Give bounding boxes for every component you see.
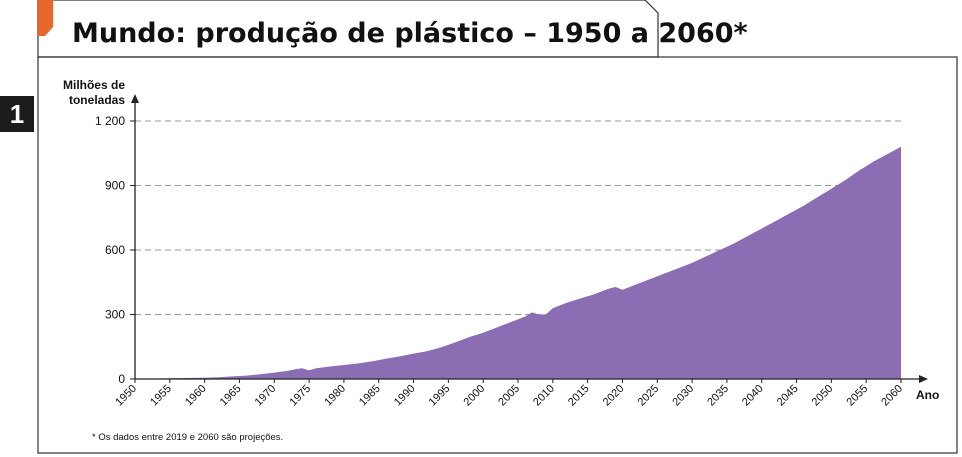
y-tick-label: 1 200 [95, 114, 125, 128]
x-tick-label: 1955 [148, 383, 174, 409]
y-tick-label: 300 [105, 308, 125, 322]
x-tick-label: 2055 [845, 383, 871, 409]
x-tick-label: 2060 [879, 383, 905, 409]
title-tab [37, 0, 659, 58]
x-tick-label: 2005 [496, 383, 522, 409]
y-axis-label-line2: toneladas [69, 93, 125, 107]
x-tick-label: 2015 [566, 383, 592, 409]
x-tick-label: 1985 [357, 383, 383, 409]
title-accent [38, 0, 53, 36]
chart-title: Mundo: produção de plástico – 1950 a 206… [72, 18, 748, 49]
x-tick-label: 1975 [287, 383, 313, 409]
x-tick-label: 2025 [636, 383, 662, 409]
x-tick-label: 2010 [531, 383, 557, 409]
y-tick-label: 0 [118, 372, 125, 386]
x-tick-label: 2000 [462, 383, 488, 409]
x-tick-label: 1950 [113, 383, 139, 409]
x-tick-label: 2040 [740, 383, 766, 409]
x-tick-label: 2035 [705, 383, 731, 409]
y-tick-label: 600 [105, 243, 125, 257]
x-tick-label: 1995 [427, 383, 453, 409]
x-tick-label: 2045 [775, 383, 801, 409]
x-axis-arrow [919, 375, 928, 383]
x-tick-label: 1970 [253, 383, 279, 409]
x-tick-label: 1960 [183, 383, 209, 409]
x-tick-label: 2020 [601, 383, 627, 409]
y-axis-arrow [131, 94, 139, 103]
footnote: * Os dados entre 2019 e 2060 são projeçõ… [92, 432, 283, 443]
x-tick-label: 1990 [392, 383, 418, 409]
x-tick-label: 2030 [670, 383, 696, 409]
y-axis-label-line1: Milhões de [63, 78, 125, 92]
x-tick-label: 2050 [810, 383, 836, 409]
x-tick-label: 1965 [218, 383, 244, 409]
section-number: 1 [9, 99, 25, 129]
y-tick-label: 900 [105, 179, 125, 193]
section-number-badge: 1 [0, 96, 34, 132]
x-axis-label: Ano [916, 388, 939, 402]
series-area-plastic-production [135, 146, 901, 379]
chart-frame [37, 56, 958, 454]
x-tick-label: 1980 [322, 383, 348, 409]
